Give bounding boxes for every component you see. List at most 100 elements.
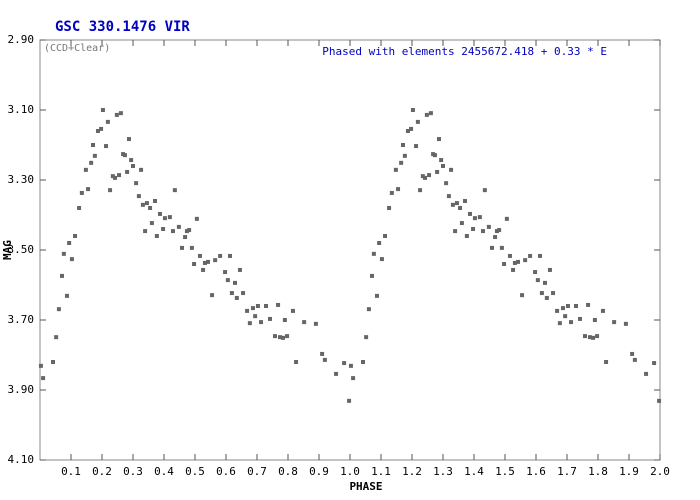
data-point (149, 221, 154, 226)
data-point (477, 215, 482, 220)
data-point (565, 304, 570, 308)
data-point (176, 224, 181, 229)
data-point (183, 235, 188, 240)
x-tick-label: 1.0 (340, 465, 360, 478)
data-point (393, 167, 398, 172)
y-tick-label: 3.50 (8, 243, 35, 256)
data-point (100, 108, 105, 112)
data-point (409, 126, 414, 131)
data-point (557, 321, 562, 326)
data-point (427, 173, 432, 178)
data-point (113, 175, 118, 180)
data-point (542, 280, 547, 285)
data-point (129, 158, 134, 163)
data-point (507, 253, 512, 258)
data-point (67, 241, 72, 245)
data-point (560, 306, 565, 311)
data-point (497, 228, 502, 233)
data-point (194, 216, 199, 221)
data-point (467, 211, 472, 216)
data-point (213, 258, 218, 263)
x-tick-label: 0.5 (185, 465, 205, 478)
data-point (587, 335, 592, 340)
data-point (117, 173, 122, 178)
data-point (201, 267, 206, 272)
data-point (334, 371, 339, 376)
data-point (458, 206, 463, 210)
data-point (644, 371, 649, 376)
data-point (60, 273, 65, 278)
data-point (143, 229, 148, 234)
data-point (91, 143, 96, 147)
data-point (167, 215, 172, 220)
data-point (486, 224, 491, 229)
x-tick-label: 0.9 (309, 465, 329, 478)
x-tick-label: 0.6 (216, 465, 236, 478)
data-point (237, 267, 242, 272)
data-point (114, 112, 119, 117)
data-point (657, 398, 662, 403)
data-point (612, 320, 617, 325)
data-point (92, 153, 97, 158)
data-point (539, 291, 544, 296)
data-point (399, 160, 404, 165)
data-point (79, 190, 84, 195)
data-point (604, 360, 609, 364)
data-point (364, 335, 369, 340)
data-point (131, 164, 135, 168)
data-point (563, 314, 568, 319)
data-point (51, 360, 56, 364)
data-point (153, 199, 158, 203)
data-point (73, 234, 78, 238)
data-point (441, 164, 445, 168)
x-tick-label: 0.2 (92, 465, 112, 478)
data-point (396, 187, 401, 192)
data-point (538, 253, 543, 258)
data-point (250, 306, 255, 311)
x-tick-label: 1.5 (495, 465, 515, 478)
data-point (439, 158, 444, 163)
x-tick-label: 1.4 (464, 465, 484, 478)
data-point (420, 174, 425, 179)
data-point (535, 278, 540, 283)
data-point (69, 257, 74, 262)
data-point (544, 295, 549, 300)
x-tick-label: 0.8 (278, 465, 298, 478)
data-point (361, 360, 366, 364)
data-point (591, 335, 596, 340)
data-point (423, 175, 428, 180)
data-point (582, 334, 587, 339)
data-point (494, 229, 499, 234)
chart-title: GSC 330.1476 VIR (55, 19, 190, 35)
data-point (272, 334, 277, 339)
data-point (504, 216, 509, 221)
data-point (383, 234, 388, 238)
x-tick-label: 1.9 (619, 465, 639, 478)
data-point (480, 229, 485, 234)
data-point (64, 293, 69, 298)
data-point (140, 202, 145, 207)
data-point (592, 318, 597, 322)
data-point (161, 227, 166, 231)
data-point (56, 307, 61, 312)
data-point (389, 190, 394, 195)
x-tick-label: 1.7 (557, 465, 577, 478)
data-point (516, 259, 521, 264)
y-axis-label: MAG (1, 240, 14, 260)
data-point (459, 221, 464, 226)
data-point (533, 270, 538, 275)
y-tick-label: 3.70 (8, 313, 35, 326)
data-point (472, 216, 477, 221)
data-point (225, 278, 230, 283)
annotation: Phased with elements 2455672.418 + 0.33 … (322, 45, 607, 58)
data-point (162, 216, 167, 221)
data-point (263, 304, 268, 308)
data-point (387, 206, 392, 210)
data-point (83, 167, 88, 172)
data-point (118, 111, 123, 116)
data-point (586, 302, 591, 307)
x-tick-label: 1.8 (588, 465, 608, 478)
data-point (450, 202, 455, 207)
data-point (377, 241, 382, 245)
plot-frame (39, 39, 661, 461)
